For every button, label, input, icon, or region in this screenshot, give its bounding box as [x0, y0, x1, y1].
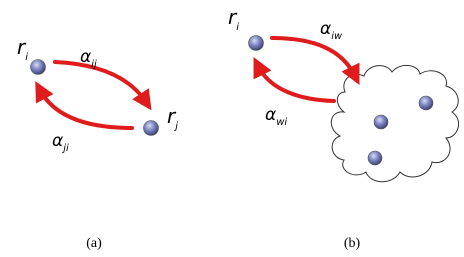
label-aiw: αiw	[320, 19, 343, 42]
label-sub: ji	[61, 143, 69, 154]
caption: (a)	[86, 236, 102, 251]
label-awi: αwi	[265, 105, 287, 128]
node	[368, 151, 382, 165]
node	[144, 121, 159, 136]
label-rj: rj	[167, 104, 178, 132]
label-sub: iw	[331, 31, 343, 42]
label-ri: ri	[17, 35, 28, 63]
cloud	[331, 65, 458, 181]
label-sub: ij	[91, 59, 97, 70]
label-base: α	[320, 19, 331, 39]
arrow-wi	[258, 66, 334, 101]
caption: (b)	[344, 236, 361, 251]
label-aij: αij	[80, 47, 97, 70]
arrow-iw	[272, 38, 355, 76]
node	[249, 36, 264, 51]
node	[374, 115, 388, 129]
label-ri: ri	[228, 5, 239, 33]
label-aji: αji	[52, 131, 69, 154]
label-sub: i	[236, 22, 239, 33]
label-base: α	[52, 131, 63, 151]
label-sub: wi	[276, 117, 287, 128]
panel-a: ri αij rj αji (a)	[17, 35, 178, 251]
arrow-ji	[40, 90, 132, 128]
label-sub: i	[25, 52, 28, 63]
figure: ri αij rj αji (a) ri αiw αwi (b)	[0, 0, 464, 257]
node	[31, 60, 46, 75]
arrow-ij	[55, 62, 146, 102]
label-base: α	[80, 47, 91, 67]
node	[419, 96, 433, 110]
panel-b: ri αiw αwi (b)	[228, 5, 459, 251]
label-base: α	[265, 105, 276, 125]
